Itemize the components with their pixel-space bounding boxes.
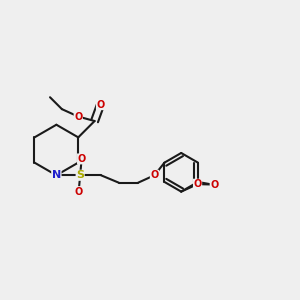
Text: O: O	[194, 179, 202, 189]
Text: O: O	[96, 100, 105, 110]
Text: O: O	[210, 180, 218, 190]
Text: O: O	[77, 154, 86, 164]
Text: O: O	[74, 187, 83, 196]
Text: O: O	[74, 112, 82, 122]
Text: S: S	[76, 170, 84, 180]
Text: N: N	[52, 170, 61, 180]
Text: O: O	[150, 170, 159, 180]
